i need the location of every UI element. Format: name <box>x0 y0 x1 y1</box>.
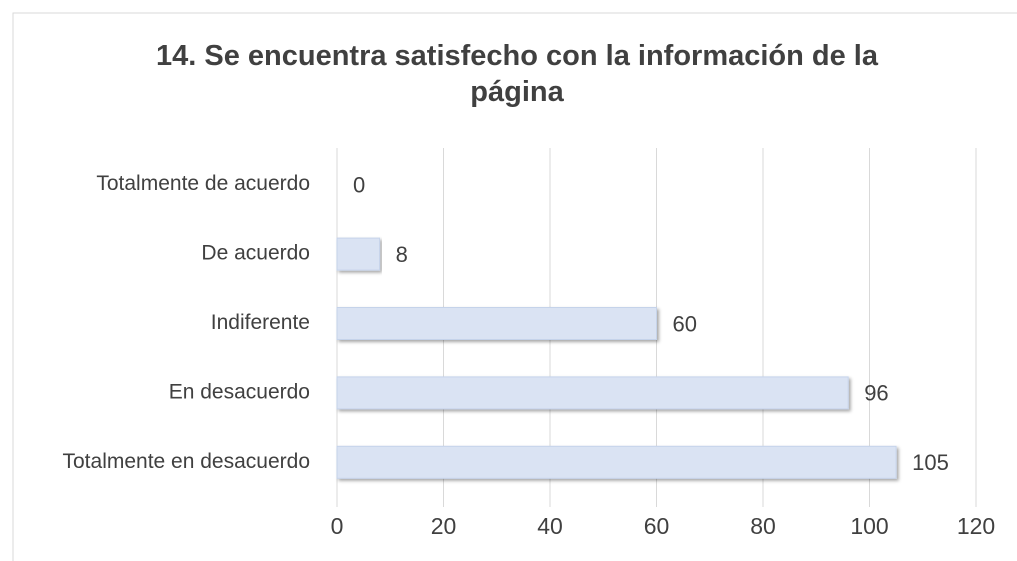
x-tick-label: 100 <box>850 513 888 539</box>
data-label: 0 <box>353 173 365 198</box>
x-tick-label: 20 <box>431 513 457 539</box>
x-tick-label: 40 <box>537 513 563 539</box>
chart-border <box>12 12 1017 561</box>
x-tick-label: 0 <box>331 513 344 539</box>
bar <box>336 237 381 271</box>
x-tick-label: 120 <box>957 513 995 539</box>
data-label: 60 <box>673 311 697 336</box>
y-tick-label: En desacuerdo <box>169 380 310 403</box>
y-tick-label: De acuerdo <box>201 242 310 265</box>
bar <box>336 445 897 479</box>
y-tick-label: Totalmente en desacuerdo <box>63 450 311 473</box>
data-label: 8 <box>396 242 408 267</box>
x-tick-label: 80 <box>750 513 776 539</box>
y-tick-label: Indiferente <box>211 311 310 334</box>
data-label: 96 <box>864 381 888 406</box>
data-label: 105 <box>912 450 949 475</box>
y-tick-label: Totalmente de acuerdo <box>96 172 310 195</box>
x-tick-label: 60 <box>644 513 670 539</box>
bar <box>336 376 849 410</box>
chart-title: 14. Se encuentra satisfecho con la infor… <box>155 40 878 108</box>
bar <box>336 307 657 340</box>
